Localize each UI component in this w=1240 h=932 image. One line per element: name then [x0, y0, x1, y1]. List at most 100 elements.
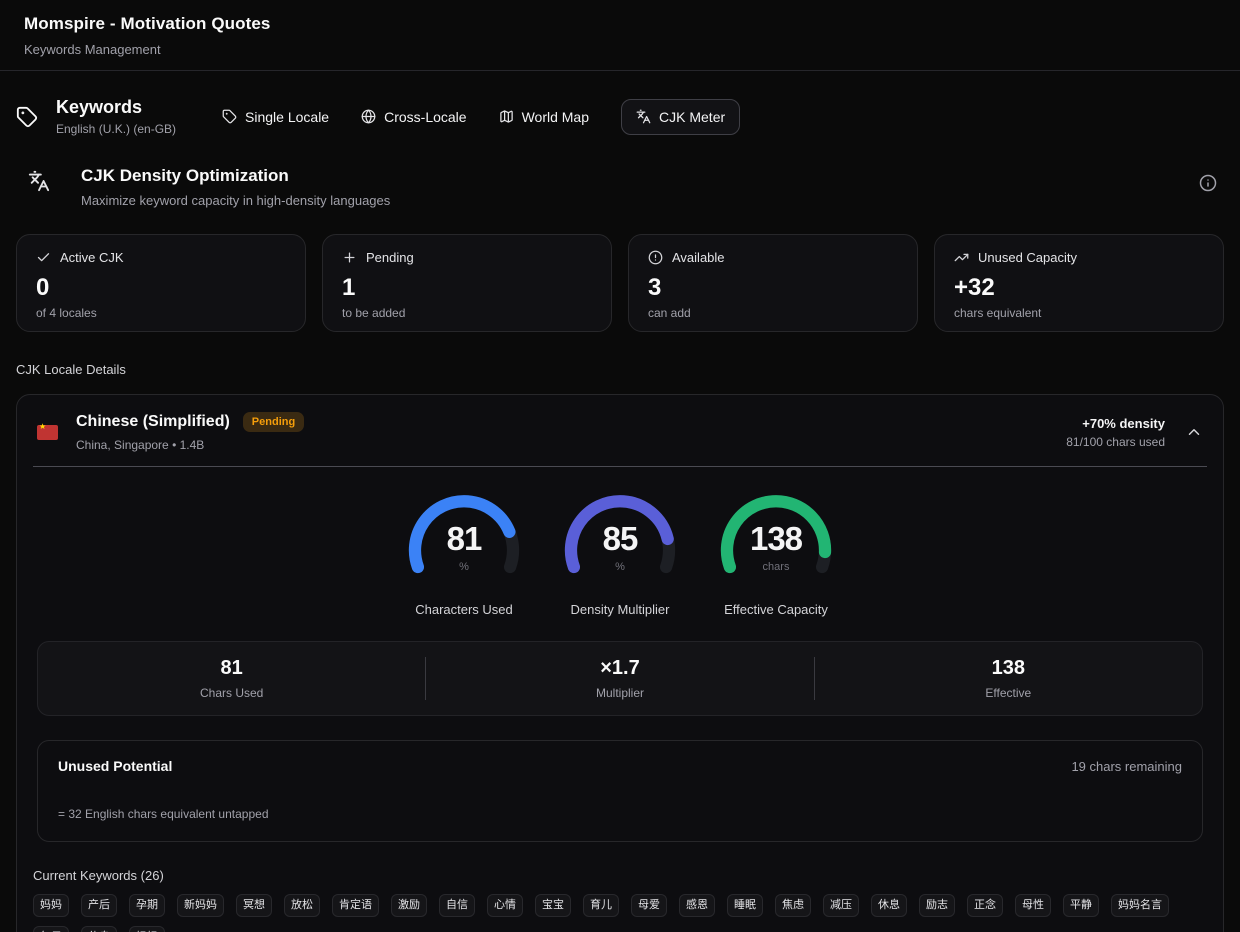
stat-value: +32 — [954, 274, 995, 301]
keyword-chip[interactable]: 平静 — [1063, 894, 1099, 917]
tab-cjk-meter[interactable]: CJK Meter — [621, 98, 741, 135]
divider — [33, 466, 1207, 467]
optimizer-subtitle: Maximize keyword capacity in high-densit… — [81, 193, 391, 208]
page-title: Momspire - Motivation Quotes — [24, 14, 271, 33]
stat-cards: Active CJK 0 of 4 locales Pending 1 to b… — [16, 234, 1224, 332]
keyword-chip[interactable]: 正念 — [967, 894, 1003, 917]
stat-effective: 138 Effective — [985, 657, 1032, 700]
languages-icon — [28, 170, 50, 192]
gauge-row: 81 % Characters Used 85 % Density Multip… — [17, 489, 1223, 617]
stat-value: 3 — [648, 274, 662, 301]
stat-chars-used: 81 Chars Used — [199, 657, 264, 700]
chevron-up-icon[interactable] — [1185, 423, 1203, 441]
languages-icon — [636, 109, 651, 124]
gauge-unit: chars — [762, 561, 790, 573]
keyword-chip[interactable]: 产后 — [81, 894, 117, 917]
keyword-chips: 妈妈 产后 孕期 新妈妈 冥想 放松 肯定语 激励 自信 心情 宝宝 育儿 母爱 感恩 睡眠 焦虑 减压 休息 励志… — [33, 894, 1207, 932]
gauge-value: 138 — [749, 520, 803, 557]
locale-name: Chinese (Simplified) — [76, 413, 230, 430]
optimizer-title: CJK Density Optimization — [81, 166, 289, 185]
stat-label: Available — [672, 250, 725, 265]
keyword-chip[interactable]: 母性 — [1015, 894, 1051, 917]
stat-card-pending: Pending 1 to be added — [322, 234, 612, 332]
keyword-chip[interactable]: 妈妈 — [33, 894, 69, 917]
view-tabs: Single Locale Cross-Locale World Map CJK… — [222, 98, 741, 135]
keyword-chip[interactable]: 每日 — [33, 926, 69, 932]
unused-potential-box: Unused Potential 19 chars remaining = 32… — [37, 740, 1203, 842]
keyword-chip[interactable]: 育儿 — [583, 894, 619, 917]
gauge-value: 85 — [602, 520, 639, 557]
tag-icon — [222, 109, 237, 124]
keyword-chip[interactable]: 宝宝 — [535, 894, 571, 917]
keywords-title: Keywords — [56, 97, 143, 117]
keyword-chip[interactable]: 心情 — [487, 894, 523, 917]
gauge-label: Characters Used — [415, 602, 513, 617]
keyword-chip[interactable]: 睡眠 — [727, 894, 763, 917]
trending-up-icon — [954, 250, 969, 265]
page-header: Momspire - Motivation Quotes Keywords Ma… — [0, 0, 1240, 71]
stats-summary-row: 81 Chars Used ×1.7 Multiplier 138 Effect… — [37, 641, 1203, 716]
chars-remaining: 19 chars remaining — [1071, 759, 1182, 774]
keyword-chip[interactable]: 励志 — [919, 894, 955, 917]
locale-card-chinese-simplified: Chinese (Simplified) Pending China, Sing… — [16, 394, 1224, 932]
alert-circle-icon — [648, 250, 663, 265]
divider — [425, 657, 427, 700]
tab-cross-locale[interactable]: Cross-Locale — [361, 101, 467, 133]
keyword-chip[interactable]: 妈妈 — [129, 926, 165, 932]
unused-potential-note: = 32 English chars equivalent untapped — [58, 807, 269, 821]
keyword-chip[interactable]: 感恩 — [679, 894, 715, 917]
stat-sub: chars equivalent — [954, 306, 1042, 320]
keywords-toolbar: Keywords English (U.K.) (en-GB) Single L… — [0, 71, 1240, 136]
plus-icon — [342, 250, 357, 265]
stat-card-unused-capacity: Unused Capacity +32 chars equivalent — [934, 234, 1224, 332]
globe-icon — [361, 109, 376, 124]
keyword-chip[interactable]: 孕期 — [129, 894, 165, 917]
tab-world-map[interactable]: World Map — [499, 101, 589, 133]
map-icon — [499, 109, 514, 124]
gauge-unit: % — [459, 561, 469, 573]
keyword-chip[interactable]: 妈妈名言 — [1111, 894, 1169, 917]
stat-value: 1 — [342, 274, 356, 301]
keyword-chip[interactable]: 新妈妈 — [177, 894, 224, 917]
gauge-label: Density Multiplier — [570, 602, 670, 617]
keyword-chip[interactable]: 冥想 — [236, 894, 272, 917]
gauge-label: Effective Capacity — [724, 602, 828, 617]
current-keywords-heading: Current Keywords (26) — [33, 868, 164, 883]
china-flag-icon — [37, 422, 58, 440]
stat-sub: of 4 locales — [36, 306, 97, 320]
stat-label: Active CJK — [60, 250, 124, 265]
keyword-chip[interactable]: 自信 — [439, 894, 475, 917]
unused-potential-title: Unused Potential — [58, 758, 173, 774]
gauge-effective-capacity: 138 chars Effective Capacity — [710, 489, 842, 617]
keyword-chip[interactable]: 母爱 — [631, 894, 667, 917]
page-subtitle: Keywords Management — [24, 42, 161, 57]
info-icon[interactable] — [1199, 174, 1217, 192]
keyword-chip[interactable]: 放松 — [284, 894, 320, 917]
keyword-chip[interactable]: 休息 — [871, 894, 907, 917]
stat-card-active-cjk: Active CJK 0 of 4 locales — [16, 234, 306, 332]
keyword-chip[interactable]: 肯定语 — [332, 894, 379, 917]
locale-card-header[interactable]: Chinese (Simplified) Pending China, Sing… — [17, 395, 1223, 466]
check-icon — [36, 250, 51, 265]
keyword-chip[interactable]: 减压 — [823, 894, 859, 917]
gauge-characters-used: 81 % Characters Used — [398, 489, 530, 617]
stat-label: Unused Capacity — [978, 250, 1077, 265]
density-value: +70% density — [1082, 415, 1165, 431]
tab-single-locale[interactable]: Single Locale — [222, 101, 329, 133]
keyword-chip[interactable]: 激励 — [391, 894, 427, 917]
stat-multiplier: ×1.7 Multiplier — [595, 657, 644, 700]
locale-meta: China, Singapore • 1.4B — [76, 438, 205, 452]
gauge-unit: % — [615, 561, 625, 573]
keyword-chip[interactable]: 焦虑 — [775, 894, 811, 917]
cjk-optimizer-header: CJK Density Optimization Maximize keywor… — [16, 166, 1224, 208]
stat-sub: to be added — [342, 306, 406, 320]
chars-used-value: 81/100 chars used — [1066, 434, 1165, 449]
keywords-locale-label: English (U.K.) (en-GB) — [56, 122, 177, 136]
stat-sub: can add — [648, 306, 691, 320]
stat-card-available: Available 3 can add — [628, 234, 918, 332]
divider — [813, 657, 815, 700]
keyword-chip[interactable]: 休息 — [81, 926, 117, 932]
gauge-density-multiplier: 85 % Density Multiplier — [554, 489, 686, 617]
keywords-section-header: Keywords English (U.K.) (en-GB) — [16, 97, 176, 136]
stat-label: Pending — [366, 250, 414, 265]
